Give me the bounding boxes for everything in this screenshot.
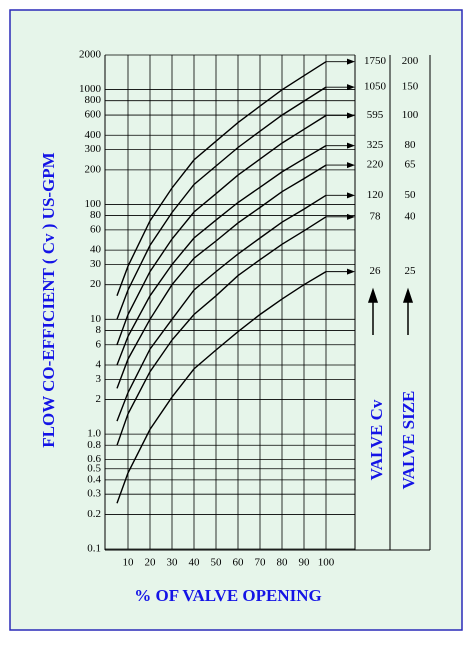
y-tick-label: 6 [96, 338, 102, 350]
cv-label: 78 [370, 210, 382, 222]
x-tick-label: 40 [189, 557, 201, 569]
y-tick-label: 8 [96, 324, 102, 336]
curve [116, 164, 327, 389]
y-tick-label: 300 [85, 143, 102, 155]
cv-label: 120 [367, 189, 384, 201]
arrow-head [347, 58, 355, 65]
y-tick-label: 200 [85, 163, 102, 175]
column-arrows [367, 287, 414, 335]
size-label: 65 [405, 159, 417, 171]
y-tick-label: 800 [85, 94, 102, 106]
y-tick-label: 0.2 [87, 508, 101, 520]
x-tick-label: 10 [123, 557, 135, 569]
cv-label: 325 [367, 139, 384, 151]
frame [9, 9, 463, 631]
y-tick-label: 2000 [79, 49, 102, 61]
size-label: 100 [402, 109, 419, 121]
x-tick-label: 70 [255, 557, 267, 569]
y-tick-label: 0.1 [87, 543, 101, 555]
arrow-head [347, 162, 355, 169]
size-label: 80 [405, 139, 417, 151]
y-tick-label: 2 [96, 393, 102, 405]
arrow-head [347, 268, 355, 275]
y-tick-label: 0.4 [87, 473, 101, 485]
y-tick-label: 0.3 [87, 488, 101, 500]
y-tick-label: 3 [96, 373, 102, 385]
cv-label: 26 [370, 265, 382, 277]
x-axis-label: % OF VALVE OPENING [134, 586, 322, 605]
arrow-head [347, 142, 355, 149]
y-tick-label: 1.0 [87, 428, 101, 440]
size-label: 200 [402, 55, 419, 67]
size-label: 50 [405, 189, 417, 201]
y-tick-label: 1000 [79, 83, 102, 95]
curve [116, 61, 327, 297]
size-label: 40 [405, 210, 417, 222]
x-tick-label: 60 [233, 557, 245, 569]
curve [116, 194, 327, 422]
column-frame [104, 55, 431, 551]
curve [116, 216, 327, 446]
y-tick-label: 30 [90, 258, 102, 270]
cv-column-label: VALVE Cv [367, 399, 386, 480]
size-label: 150 [402, 81, 419, 93]
cv-label: 220 [367, 159, 384, 171]
y-tick-label: 40 [90, 244, 102, 256]
curve [116, 270, 327, 504]
cv-label: 595 [367, 109, 384, 121]
y-tick-label: 80 [90, 209, 102, 221]
arrow-head [347, 112, 355, 119]
y-tick-label: 20 [90, 278, 102, 290]
arrow-head [347, 213, 355, 220]
y-tick-label: 10 [90, 313, 102, 325]
arrow-head [347, 84, 355, 91]
y-tick-label: 4 [96, 359, 102, 371]
x-tick-label: 20 [145, 557, 157, 569]
x-tick-label: 80 [277, 557, 289, 569]
x-tick-label: 30 [167, 557, 179, 569]
x-tick-label: 50 [211, 557, 223, 569]
y-tick-label: 600 [85, 109, 102, 121]
arrow-head [347, 192, 355, 199]
y-tick-label: 0.5 [87, 462, 101, 474]
cv-label: 1750 [364, 55, 387, 67]
y-tick-label: 400 [85, 129, 102, 141]
cv-label: 1050 [364, 81, 387, 93]
curve [116, 86, 327, 320]
x-tick-label: 90 [299, 557, 311, 569]
y-tick-label: 100 [85, 198, 102, 210]
curve [116, 144, 327, 366]
curve [116, 114, 327, 346]
x-tick-label: 100 [318, 557, 335, 569]
y-axis-label: FLOW CO-EFFICIENT ( Cv ) US-GPM [39, 152, 58, 447]
y-tick-label: 0.6 [87, 453, 101, 465]
size-label: 25 [405, 265, 417, 277]
y-tick-label: 0.8 [87, 439, 101, 451]
y-tick-label: 60 [90, 223, 102, 235]
size-column-label: VALVE SIZE [399, 391, 418, 490]
